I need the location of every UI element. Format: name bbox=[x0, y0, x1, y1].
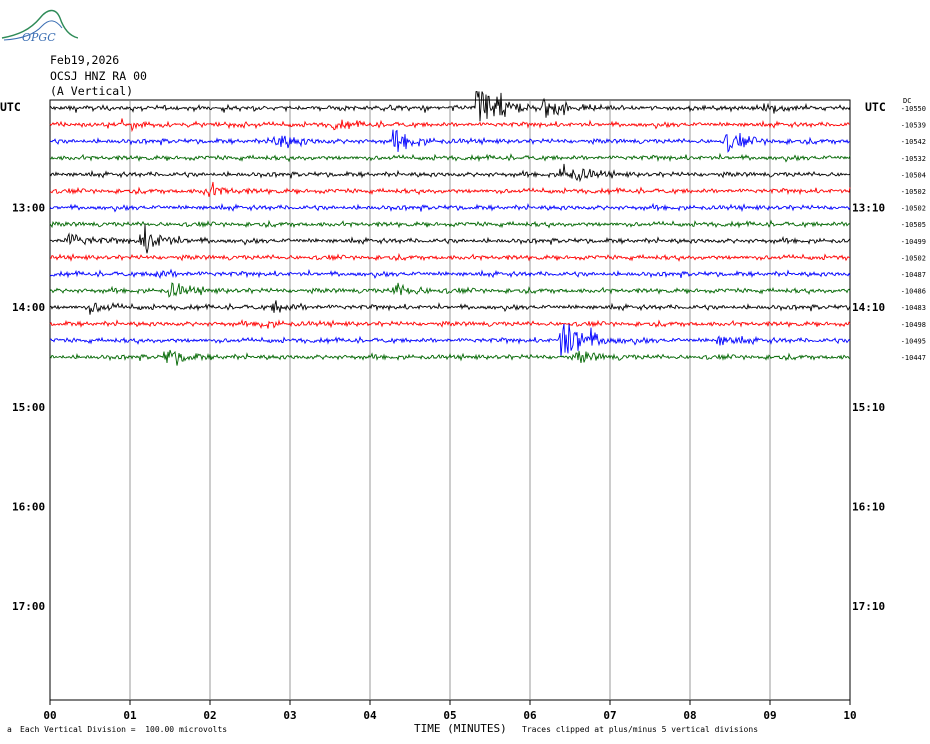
hour-label-left: 15:00 bbox=[12, 401, 45, 414]
hour-label-right: 16:10 bbox=[852, 500, 885, 513]
dc-offset-label: -10539 bbox=[901, 122, 926, 130]
x-tick-label: 01 bbox=[123, 709, 137, 722]
hour-label-left: 16:00 bbox=[12, 500, 45, 513]
right-utc-label: UTC bbox=[865, 100, 886, 114]
hour-label-right: 15:10 bbox=[852, 401, 885, 414]
seismic-trace bbox=[49, 323, 851, 357]
component-label: (A Vertical) bbox=[50, 84, 134, 98]
dc-offset-label: -10486 bbox=[901, 288, 926, 296]
seismic-trace bbox=[49, 202, 851, 213]
hour-label-left: 13:00 bbox=[12, 202, 45, 215]
seismic-trace bbox=[49, 91, 851, 122]
dc-offset-label: -10504 bbox=[901, 171, 926, 179]
seismic-trace bbox=[49, 181, 851, 197]
station-code: OCSJ HNZ RA 00 bbox=[50, 69, 147, 83]
x-tick-label: 09 bbox=[763, 709, 776, 722]
x-tick-label: 04 bbox=[363, 709, 377, 722]
x-tick-label: 06 bbox=[523, 709, 537, 722]
corner-mark: a bbox=[7, 725, 12, 734]
dc-offset-label: -10550 bbox=[901, 105, 926, 113]
dc-offset-label: -10542 bbox=[901, 138, 926, 146]
plot-grid bbox=[49, 99, 851, 705]
left-utc-label: UTC bbox=[0, 100, 21, 114]
x-tick-label: 02 bbox=[203, 709, 216, 722]
scale-note: Each Vertical Division = 100.00 microvol… bbox=[20, 725, 228, 734]
x-tick-label: 10 bbox=[843, 709, 856, 722]
seismic-trace bbox=[49, 349, 851, 366]
seismic-trace bbox=[49, 300, 851, 315]
trace-group bbox=[49, 91, 851, 366]
dc-offset-label: -10483 bbox=[901, 304, 926, 312]
hour-label-left: 17:00 bbox=[12, 600, 45, 613]
seismic-trace bbox=[49, 118, 850, 133]
seismic-trace bbox=[50, 252, 851, 262]
x-tick-label: 00 bbox=[43, 709, 56, 722]
dc-offset-label: -10499 bbox=[901, 238, 926, 246]
hour-label-right: 17:10 bbox=[852, 600, 885, 613]
dc-offset-label: -10495 bbox=[901, 337, 926, 345]
x-tick-label: 08 bbox=[683, 709, 696, 722]
logo-text: OPGC bbox=[22, 31, 56, 44]
dc-offset-label: -10447 bbox=[901, 354, 926, 362]
seismic-trace bbox=[49, 219, 851, 229]
seismic-trace bbox=[49, 268, 851, 280]
dc-offset-header: DC bbox=[903, 97, 912, 105]
chart-date: Feb19,2026 bbox=[50, 53, 120, 67]
hour-label-left: 14:00 bbox=[12, 301, 45, 314]
dc-offset-label: -10498 bbox=[901, 321, 926, 329]
x-tick-label: 03 bbox=[283, 709, 296, 722]
clip-note: Traces clipped at plus/minus 5 vertical … bbox=[522, 725, 759, 734]
dc-offset-label: -10502 bbox=[901, 254, 926, 262]
dc-offset-label: -10487 bbox=[901, 271, 926, 279]
dc-offset-label: -10502 bbox=[901, 188, 926, 196]
seismic-trace bbox=[49, 282, 851, 298]
x-tick-label: 05 bbox=[443, 709, 456, 722]
x-tick-label: 07 bbox=[603, 709, 616, 722]
seismic-trace bbox=[49, 152, 851, 163]
dc-offset-label: -10505 bbox=[901, 221, 926, 229]
seismic-trace bbox=[49, 319, 851, 330]
opgc-logo: OPGC bbox=[1, 9, 78, 44]
seismic-trace bbox=[49, 224, 851, 254]
axis-labels: 00 01 02 03 04 05 06 07 08 09 10 13:00 13:10 14:00 14:… bbox=[12, 105, 926, 722]
seismic-trace bbox=[49, 163, 851, 183]
hour-label-right: 13:10 bbox=[852, 202, 885, 215]
dc-offset-label: -10532 bbox=[901, 155, 926, 163]
seismic-trace bbox=[49, 129, 850, 153]
dc-offset-label: -10502 bbox=[901, 205, 926, 213]
x-axis-label: TIME (MINUTES) bbox=[414, 722, 507, 735]
hour-label-right: 14:10 bbox=[852, 301, 885, 314]
